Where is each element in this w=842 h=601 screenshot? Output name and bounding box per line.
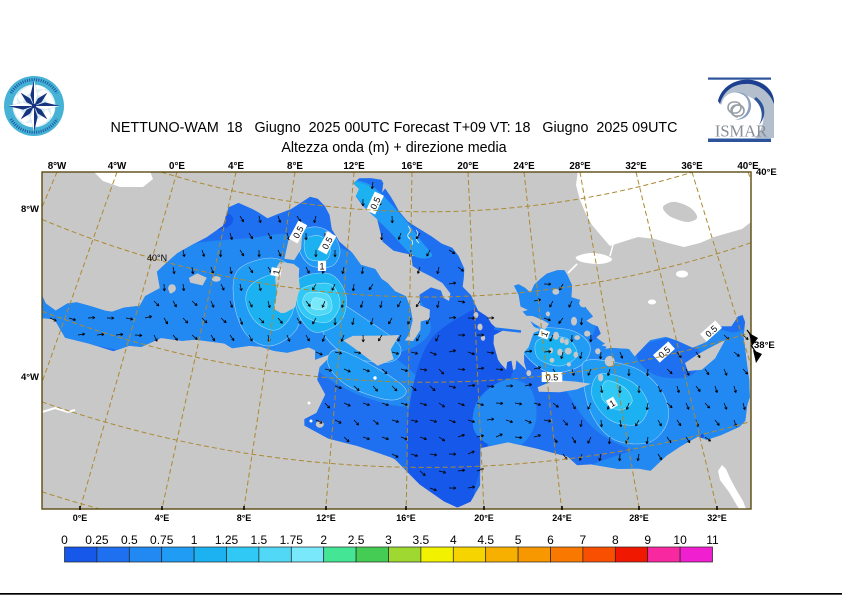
svg-text:4.5: 4.5 (477, 533, 494, 547)
svg-text:5: 5 (515, 533, 522, 547)
svg-text:4°E: 4°E (155, 513, 170, 523)
svg-text:8°E: 8°E (237, 513, 252, 523)
svg-text:32°E: 32°E (625, 161, 647, 172)
svg-text:10: 10 (673, 533, 687, 547)
svg-text:4°W: 4°W (21, 372, 39, 383)
svg-text:0°E: 0°E (73, 513, 88, 523)
svg-text:4°W: 4°W (108, 161, 127, 172)
svg-text:16°E: 16°E (401, 161, 423, 172)
svg-text:0: 0 (61, 533, 68, 547)
svg-text:28°E: 28°E (629, 513, 649, 523)
svg-text:0°E: 0°E (169, 161, 185, 172)
svg-text:1.5: 1.5 (251, 533, 268, 547)
svg-text:8°W: 8°W (21, 204, 39, 215)
svg-text:1: 1 (191, 533, 198, 547)
svg-text:0.5: 0.5 (121, 533, 138, 547)
svg-text:11: 11 (706, 533, 719, 547)
svg-text:8: 8 (612, 533, 619, 547)
svg-text:24°E: 24°E (552, 513, 572, 523)
svg-text:12°E: 12°E (343, 161, 365, 172)
svg-text:16°E: 16°E (396, 513, 416, 523)
svg-text:1: 1 (539, 330, 550, 338)
svg-text:2: 2 (320, 533, 327, 547)
svg-text:36°E: 36°E (681, 161, 703, 172)
svg-text:ISMAR: ISMAR (715, 122, 767, 141)
svg-text:1: 1 (608, 398, 617, 409)
svg-text:0.5: 0.5 (368, 195, 382, 211)
svg-text:8°W: 8°W (48, 161, 67, 172)
svg-text:7: 7 (580, 533, 587, 547)
svg-text:40°E: 40°E (756, 167, 777, 178)
svg-text:40°N: 40°N (147, 253, 167, 263)
svg-text:Altezza onda (m) + direzione m: Altezza onda (m) + direzione media (281, 140, 506, 156)
svg-text:0.5: 0.5 (546, 373, 559, 383)
svg-text:9: 9 (644, 533, 651, 547)
svg-text:1: 1 (271, 269, 282, 276)
svg-text:3: 3 (385, 533, 392, 547)
svg-text:38°E: 38°E (754, 340, 775, 351)
svg-text:3.5: 3.5 (413, 533, 430, 547)
svg-text:4: 4 (450, 533, 457, 547)
svg-text:6: 6 (547, 533, 554, 547)
svg-text:1.75: 1.75 (280, 533, 304, 547)
svg-text:24°E: 24°E (513, 161, 535, 172)
svg-text:4°E: 4°E (228, 161, 244, 172)
svg-text:40°E: 40°E (737, 161, 759, 172)
svg-text:12°E: 12°E (316, 513, 336, 523)
svg-text:1: 1 (319, 262, 324, 272)
svg-text:32°E: 32°E (707, 513, 727, 523)
svg-text:0.25: 0.25 (85, 533, 109, 547)
svg-text:20°E: 20°E (457, 161, 479, 172)
svg-text:2.5: 2.5 (348, 533, 365, 547)
svg-text:20°E: 20°E (474, 513, 494, 523)
svg-text:0.75: 0.75 (150, 533, 174, 547)
svg-text:28°E: 28°E (569, 161, 591, 172)
svg-text:1.25: 1.25 (215, 533, 239, 547)
svg-text:8°E: 8°E (287, 161, 303, 172)
svg-text:NETTUNO-WAM 18 Giugno 2025: NETTUNO-WAM 18 Giugno 2025 00UTC Forecas… (111, 120, 678, 136)
